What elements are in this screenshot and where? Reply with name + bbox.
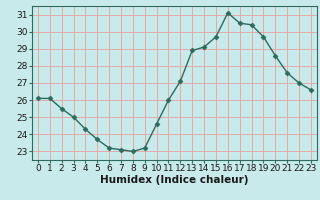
X-axis label: Humidex (Indice chaleur): Humidex (Indice chaleur) <box>100 175 249 185</box>
